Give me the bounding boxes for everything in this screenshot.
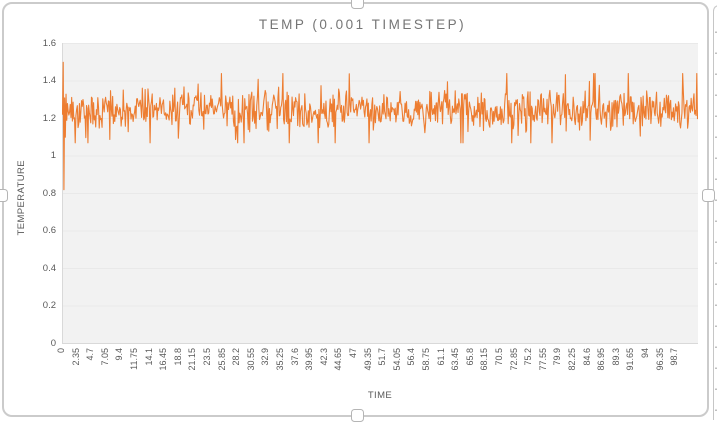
x-tick-label: 47 bbox=[348, 348, 358, 358]
x-tick-label: 28.2 bbox=[231, 348, 241, 366]
x-tick-label: 0 bbox=[56, 348, 66, 353]
x-tick-label: 18.8 bbox=[173, 348, 183, 366]
x-tick-label: 94 bbox=[640, 348, 650, 358]
x-tick-label: 72.85 bbox=[509, 348, 519, 371]
y-tick-label: 0.2 bbox=[24, 300, 56, 311]
x-tick-label: 7.05 bbox=[100, 348, 110, 366]
x-tick-label: 39.95 bbox=[304, 348, 314, 371]
y-tick-label: 1.4 bbox=[24, 75, 56, 86]
x-tick-label: 14.1 bbox=[144, 348, 154, 366]
x-tick-label: 54.05 bbox=[392, 348, 402, 371]
x-axis-title[interactable]: TIME bbox=[0, 390, 717, 401]
y-tick-label: 1.6 bbox=[24, 38, 56, 49]
x-tick-label: 82.25 bbox=[567, 348, 577, 371]
plot-area[interactable] bbox=[62, 43, 698, 344]
chart-title[interactable]: TEMP (0.001 TIMESTEP) bbox=[4, 17, 717, 32]
x-tick-label: 35.25 bbox=[275, 348, 285, 371]
y-tick-label: 1 bbox=[24, 150, 56, 161]
y-tick-label: 0.4 bbox=[24, 263, 56, 274]
y-axis-title[interactable]: TEMPERATURE bbox=[16, 160, 27, 235]
x-tick-label: 49.35 bbox=[363, 348, 373, 371]
y-tick-label: 0.6 bbox=[24, 225, 56, 236]
x-tick-label: 68.15 bbox=[479, 348, 489, 371]
x-tick-label: 86.95 bbox=[596, 348, 606, 371]
x-tick-label: 32.9 bbox=[260, 348, 270, 366]
x-tick-label: 65.8 bbox=[465, 348, 475, 366]
x-tick-label: 30.55 bbox=[246, 348, 256, 371]
selection-handle-left[interactable] bbox=[0, 189, 8, 202]
x-tick-label: 44.65 bbox=[333, 348, 343, 371]
x-tick-label: 9.4 bbox=[114, 348, 124, 361]
x-tick-label: 79.9 bbox=[552, 348, 562, 366]
x-tick-label: 89.3 bbox=[611, 348, 621, 366]
x-tick-label: 51.7 bbox=[377, 348, 387, 366]
x-tick-label: 16.45 bbox=[158, 348, 168, 371]
x-tick-label: 37.6 bbox=[290, 348, 300, 366]
x-tick-label: 75.2 bbox=[523, 348, 533, 366]
x-tick-label: 21.15 bbox=[187, 348, 197, 371]
x-tick-label: 56.4 bbox=[406, 348, 416, 366]
selection-handle-right[interactable] bbox=[702, 189, 715, 202]
x-tick-label: 96.35 bbox=[655, 348, 665, 371]
selection-handle-bottom[interactable] bbox=[351, 409, 364, 422]
x-tick-label: 70.5 bbox=[494, 348, 504, 366]
x-tick-label: 58.75 bbox=[421, 348, 431, 371]
y-tick-label: 0.8 bbox=[24, 188, 56, 199]
x-tick-label: 25.85 bbox=[217, 348, 227, 371]
x-tick-label: 84.6 bbox=[582, 348, 592, 366]
x-tick-label: 42.3 bbox=[319, 348, 329, 366]
x-tick-label: 11.75 bbox=[129, 348, 139, 370]
x-tick-label: 61.1 bbox=[436, 348, 446, 366]
x-tick-label: 77.55 bbox=[538, 348, 548, 371]
x-tick-label: 63.45 bbox=[450, 348, 460, 371]
x-tick-label: 91.65 bbox=[625, 348, 635, 371]
selection-handle-top[interactable] bbox=[351, 0, 364, 9]
x-tick-label: 23.5 bbox=[202, 348, 212, 366]
x-tick-label: 98.7 bbox=[669, 348, 679, 366]
y-tick-label: 1.2 bbox=[24, 113, 56, 124]
x-tick-label: 2.35 bbox=[71, 348, 81, 366]
y-tick-label: 0 bbox=[24, 338, 56, 349]
x-tick-label: 4.7 bbox=[85, 348, 95, 361]
